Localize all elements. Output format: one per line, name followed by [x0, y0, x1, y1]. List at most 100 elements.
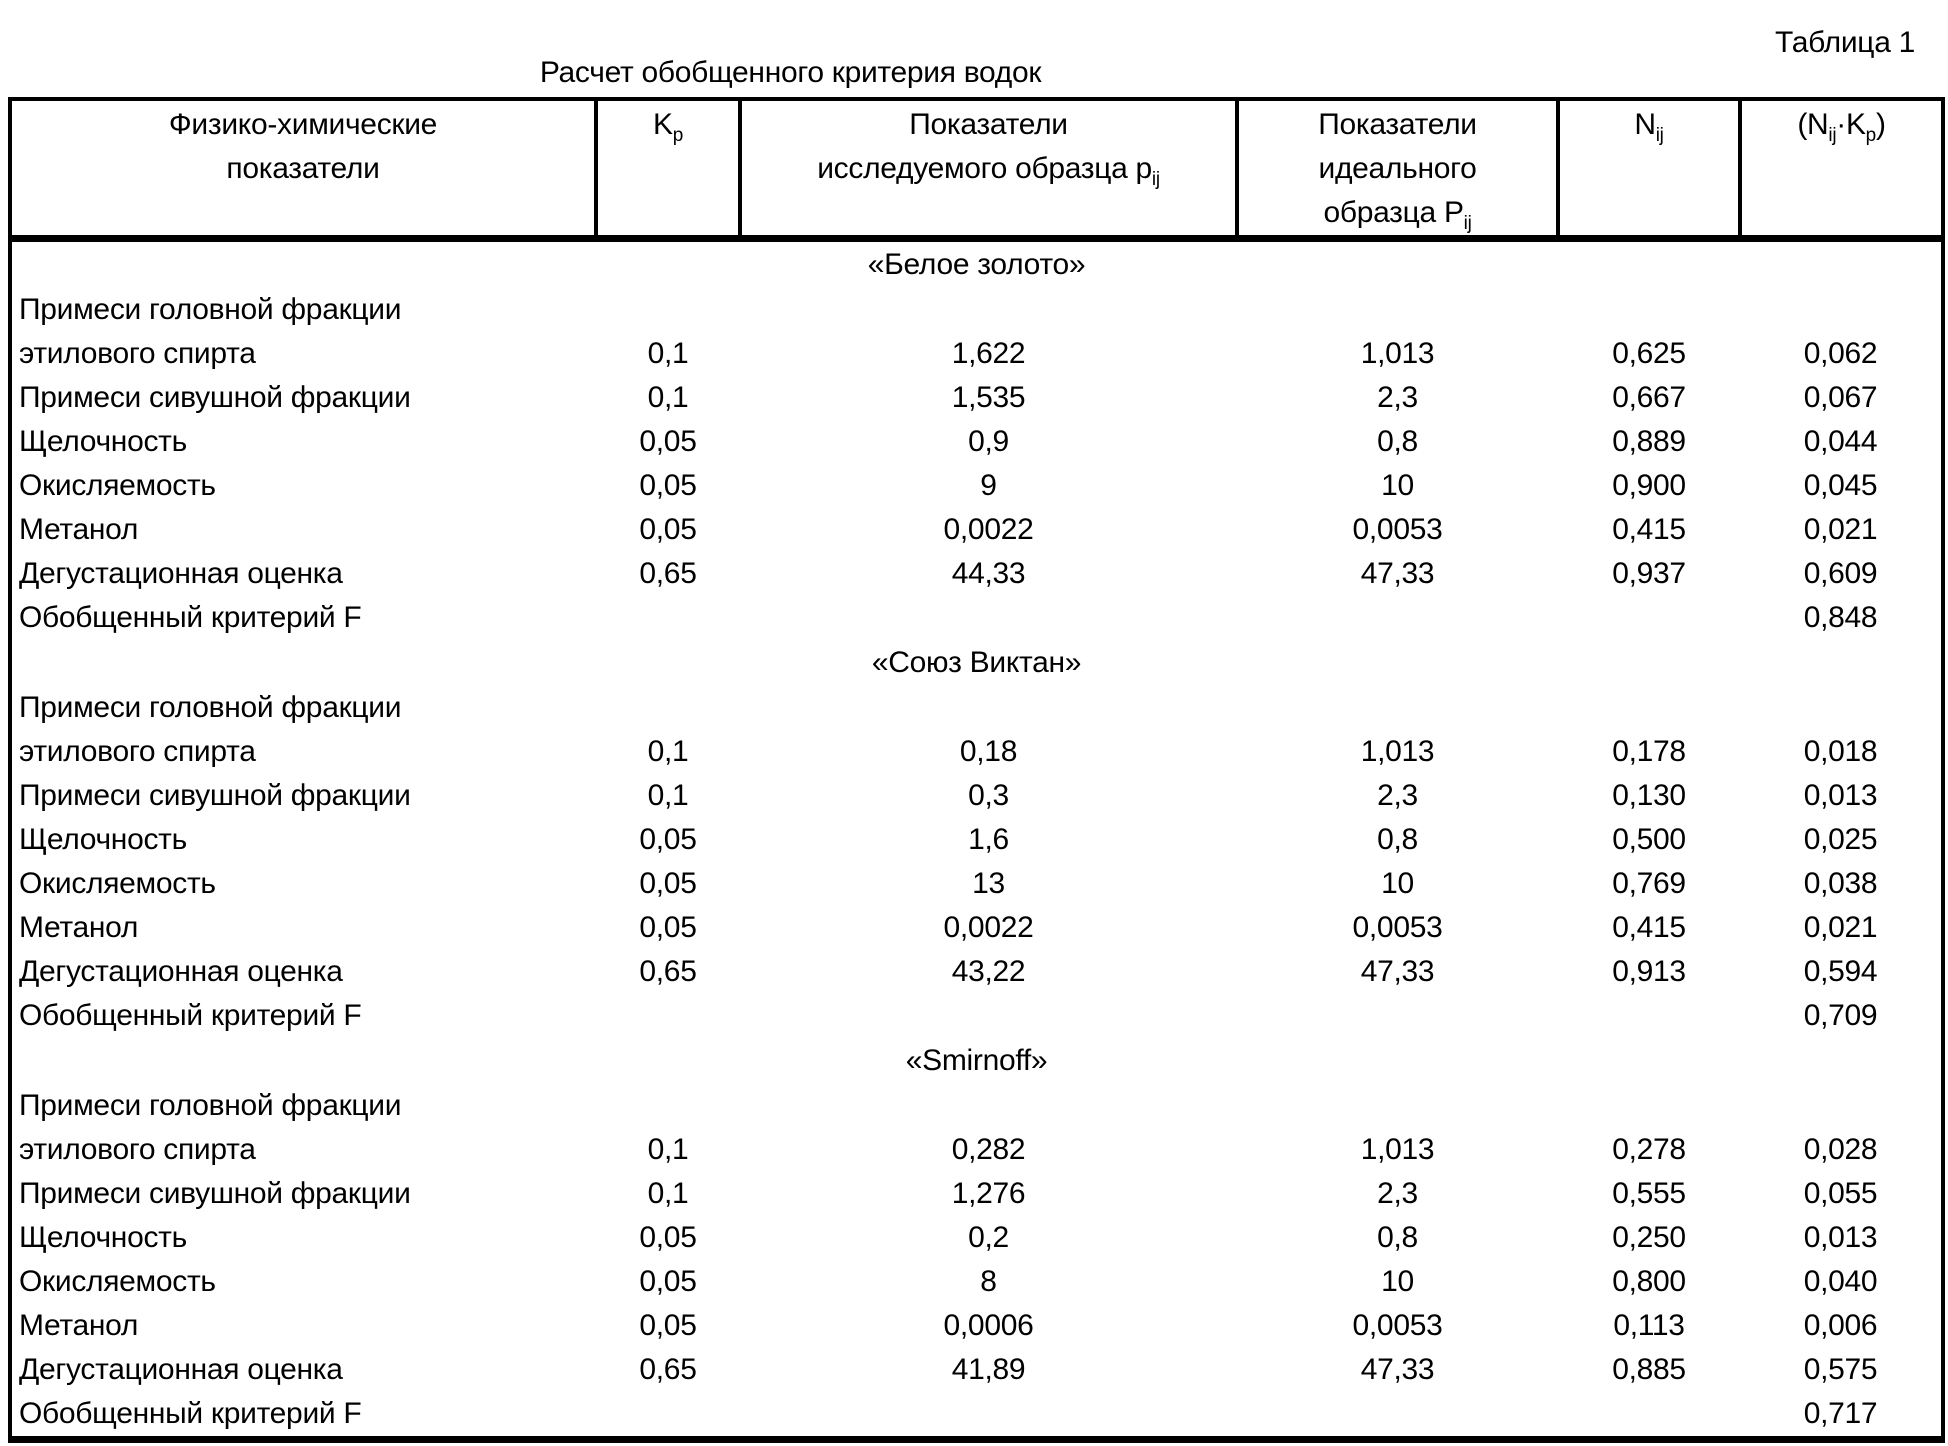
n-value: 0,885: [1612, 1353, 1686, 1386]
nk-value: 0,021: [1803, 513, 1878, 546]
sample-value: [740, 596, 1237, 640]
sample-value: 0,0006: [943, 1309, 1034, 1342]
data-row: Метанол 0,05 0,0022 0,0053 0,415 0,021: [10, 508, 1943, 552]
n-symbol: N: [1634, 108, 1656, 141]
data-row: Примеси сивушной фракции 0,1 1,535 2,3 0,667…: [10, 376, 1943, 420]
ideal-value: 0,8: [1377, 425, 1418, 458]
data-row: Примеси головной фракции: [10, 686, 1943, 730]
kp-value: 0,05: [639, 1265, 697, 1298]
nk-value: 0,055: [1803, 1177, 1878, 1210]
header-line: идеального: [1318, 152, 1477, 185]
row-label: Дегустационная оценка: [19, 955, 343, 988]
n-value: 0,415: [1612, 911, 1686, 944]
nk-value: 0,609: [1803, 557, 1878, 590]
kp-value: 0,05: [639, 1221, 697, 1254]
row-label: Метанол: [19, 513, 139, 546]
nk-value: [1740, 686, 1943, 730]
ideal-value: 47,33: [1360, 955, 1435, 988]
nk-value: 0,013: [1803, 779, 1878, 812]
ideal-value: [1237, 288, 1558, 332]
data-row: этилового спирта 0,1 0,18 1,013 0,178 0,018: [10, 730, 1943, 774]
row-label: Примеси сивушной фракции: [19, 1177, 411, 1210]
data-row: Метанол 0,05 0,0022 0,0053 0,415 0,021: [10, 906, 1943, 950]
ideal-value: [1237, 686, 1558, 730]
n-value: 0,889: [1612, 425, 1686, 458]
nk-value: 0,045: [1803, 469, 1878, 502]
kp-value: 0,1: [647, 735, 689, 768]
n-value: 0,913: [1612, 955, 1686, 988]
data-row: Дегустационная оценка 0,65 43,22 47,33 0,913…: [10, 950, 1943, 994]
kp-value: 0,1: [647, 337, 689, 370]
kp-value: 0,1: [647, 779, 689, 812]
nk-value: 0,717: [1803, 1397, 1878, 1430]
n-value: 0,555: [1612, 1177, 1686, 1210]
kp-value: [596, 596, 740, 640]
kp-value: 0,05: [639, 469, 697, 502]
data-row: Обобщенный критерий F 0,717: [10, 1392, 1943, 1440]
header-line: показатели: [226, 152, 380, 185]
sample-value: 1,276: [951, 1177, 1026, 1210]
header-line: образца Pij: [1243, 191, 1552, 235]
data-row: Примеси сивушной фракции 0,1 1,276 2,3 0,555…: [10, 1172, 1943, 1216]
ideal-value: 0,8: [1377, 823, 1418, 856]
nk-symbol: (N: [1797, 108, 1829, 141]
sample-value: [740, 686, 1237, 730]
n-value: 0,250: [1612, 1221, 1686, 1254]
ideal-subscript: ij: [1463, 213, 1472, 234]
ideal-value: 10: [1381, 867, 1414, 900]
sample-symbol: исследуемого образца p: [817, 152, 1152, 185]
document-title: Расчет обобщенного критерия водок: [539, 56, 1042, 89]
row-label: Метанол: [19, 1309, 139, 1342]
data-row: этилового спирта 0,1 1,622 1,013 0,625 0,062: [10, 332, 1943, 376]
kp-value: 0,65: [639, 1353, 697, 1386]
row-label: этилового спирта: [19, 337, 256, 370]
data-row: этилового спирта 0,1 0,282 1,013 0,278 0,028: [10, 1128, 1943, 1172]
row-label: Примеси сивушной фракции: [19, 779, 411, 812]
data-row: Окисляемость 0,05 13 10 0,769 0,038: [10, 862, 1943, 906]
sample-value: 1,622: [951, 337, 1026, 370]
row-label: этилового спирта: [19, 735, 256, 768]
nk-value: 0,021: [1803, 911, 1878, 944]
kp-value: 0,05: [639, 911, 697, 944]
n-value: 0,178: [1612, 735, 1686, 768]
sample-value: 1,6: [968, 823, 1009, 856]
sample-value: 13: [972, 867, 1005, 900]
ideal-value: 2,3: [1377, 381, 1418, 414]
nk-subscript: ij: [1828, 125, 1837, 146]
col-header-n: Nij: [1558, 99, 1742, 242]
sample-value: 0,0022: [943, 911, 1034, 944]
sample-value: 41,89: [951, 1353, 1026, 1386]
ideal-symbol: образца P: [1323, 196, 1464, 229]
section-title: «Союз Виктан»: [871, 646, 1082, 679]
criteria-table: Физико-химические показатели Kp Показате…: [8, 97, 1945, 1443]
table-header: Физико-химические показатели Kp Показате…: [10, 99, 1943, 242]
section-header-row: «Smirnoff»: [10, 1038, 1943, 1084]
ideal-value: 47,33: [1360, 1353, 1435, 1386]
kp-value: 0,65: [639, 557, 697, 590]
n-value: 0,937: [1612, 557, 1686, 590]
data-row: Примеси головной фракции: [10, 1084, 1943, 1128]
n-value: 0,130: [1612, 779, 1686, 812]
kp-value: 0,05: [639, 823, 697, 856]
kp-value: 0,1: [647, 1177, 689, 1210]
row-label: Щелочность: [19, 823, 187, 856]
ideal-value: 0,8: [1377, 1221, 1418, 1254]
n-value: 0,500: [1612, 823, 1686, 856]
sample-value: 0,282: [951, 1133, 1026, 1166]
row-label: Примеси головной фракции: [19, 1089, 402, 1122]
row-label: Окисляемость: [19, 1265, 216, 1298]
nk-symbol: ): [1875, 108, 1886, 141]
nk-value: [1740, 288, 1943, 332]
ideal-value: 2,3: [1377, 779, 1418, 812]
row-label: Примеси головной фракции: [19, 691, 402, 724]
n-value: 0,900: [1612, 469, 1686, 502]
sample-value: 44,33: [951, 557, 1026, 590]
data-row: Щелочность 0,05 0,2 0,8 0,250 0,013: [10, 1216, 1943, 1260]
kp-value: 0,65: [639, 955, 697, 988]
nk-value: 0,025: [1803, 823, 1878, 856]
row-label: Обобщенный критерий F: [19, 999, 362, 1032]
kp-value: [596, 686, 740, 730]
row-label: Дегустационная оценка: [19, 557, 343, 590]
sample-value: 1,535: [951, 381, 1026, 414]
